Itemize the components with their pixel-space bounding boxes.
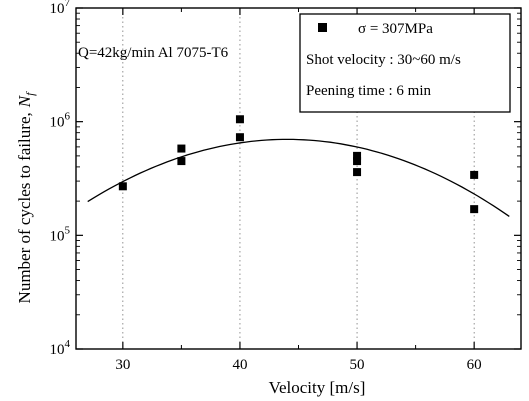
y-tick-label-base: 10 xyxy=(50,115,65,131)
y-tick-label: 107 xyxy=(50,0,71,17)
data-point xyxy=(353,157,362,166)
y-axis-label-symbol: N xyxy=(15,94,34,108)
x-tick-label: 30 xyxy=(115,357,130,373)
y-axis-label-text: Number of cycles to failure, xyxy=(15,112,34,303)
x-tick-label: 50 xyxy=(350,357,365,373)
data-point xyxy=(353,151,362,160)
data-point xyxy=(353,168,362,177)
data-point xyxy=(177,144,186,153)
fit-curve-line xyxy=(87,138,510,217)
y-axis-label: Number of cycles to failure, Nf xyxy=(15,91,37,304)
data-point xyxy=(118,182,127,191)
legend-line-2: Peening time : 6 min xyxy=(306,83,431,99)
grid-lines xyxy=(122,8,475,349)
x-tick-label: 40 xyxy=(232,357,247,373)
y-tick-label: 104 xyxy=(50,338,71,358)
x-axis-label: Velocity [m/s] xyxy=(269,378,366,397)
data-point xyxy=(235,115,244,124)
y-tick-label-exponent: 6 xyxy=(65,111,71,123)
y-tick-label-exponent: 5 xyxy=(65,224,71,236)
y-tick-label-base: 10 xyxy=(50,342,65,358)
y-tick-label: 106 xyxy=(50,111,71,131)
legend-box xyxy=(299,13,511,113)
x-tick-label: 60 xyxy=(467,357,482,373)
fit-curve xyxy=(87,138,510,217)
y-tick-label-exponent: 4 xyxy=(65,338,71,350)
chart-annotation: Q=42kg/min Al 7075-T6 xyxy=(78,45,229,61)
data-point xyxy=(470,205,479,214)
data-point xyxy=(470,170,479,179)
y-axis-label-subscript: f xyxy=(23,91,37,96)
y-tick-label-base: 10 xyxy=(50,1,65,17)
data-points xyxy=(118,115,479,214)
y-tick-label: 105 xyxy=(50,224,71,244)
data-point xyxy=(177,157,186,166)
legend-series-label: σ = 307MPa xyxy=(358,21,433,37)
y-tick-label-exponent: 7 xyxy=(65,0,71,9)
legend-line-1: Shot velocity : 30~60 m/s xyxy=(306,52,461,68)
y-tick-label-base: 10 xyxy=(50,228,65,244)
legend-marker xyxy=(318,23,327,32)
legend: σ = 307MPa Shot velocity : 30~60 m/s Pee… xyxy=(299,13,511,113)
data-point xyxy=(235,133,244,142)
